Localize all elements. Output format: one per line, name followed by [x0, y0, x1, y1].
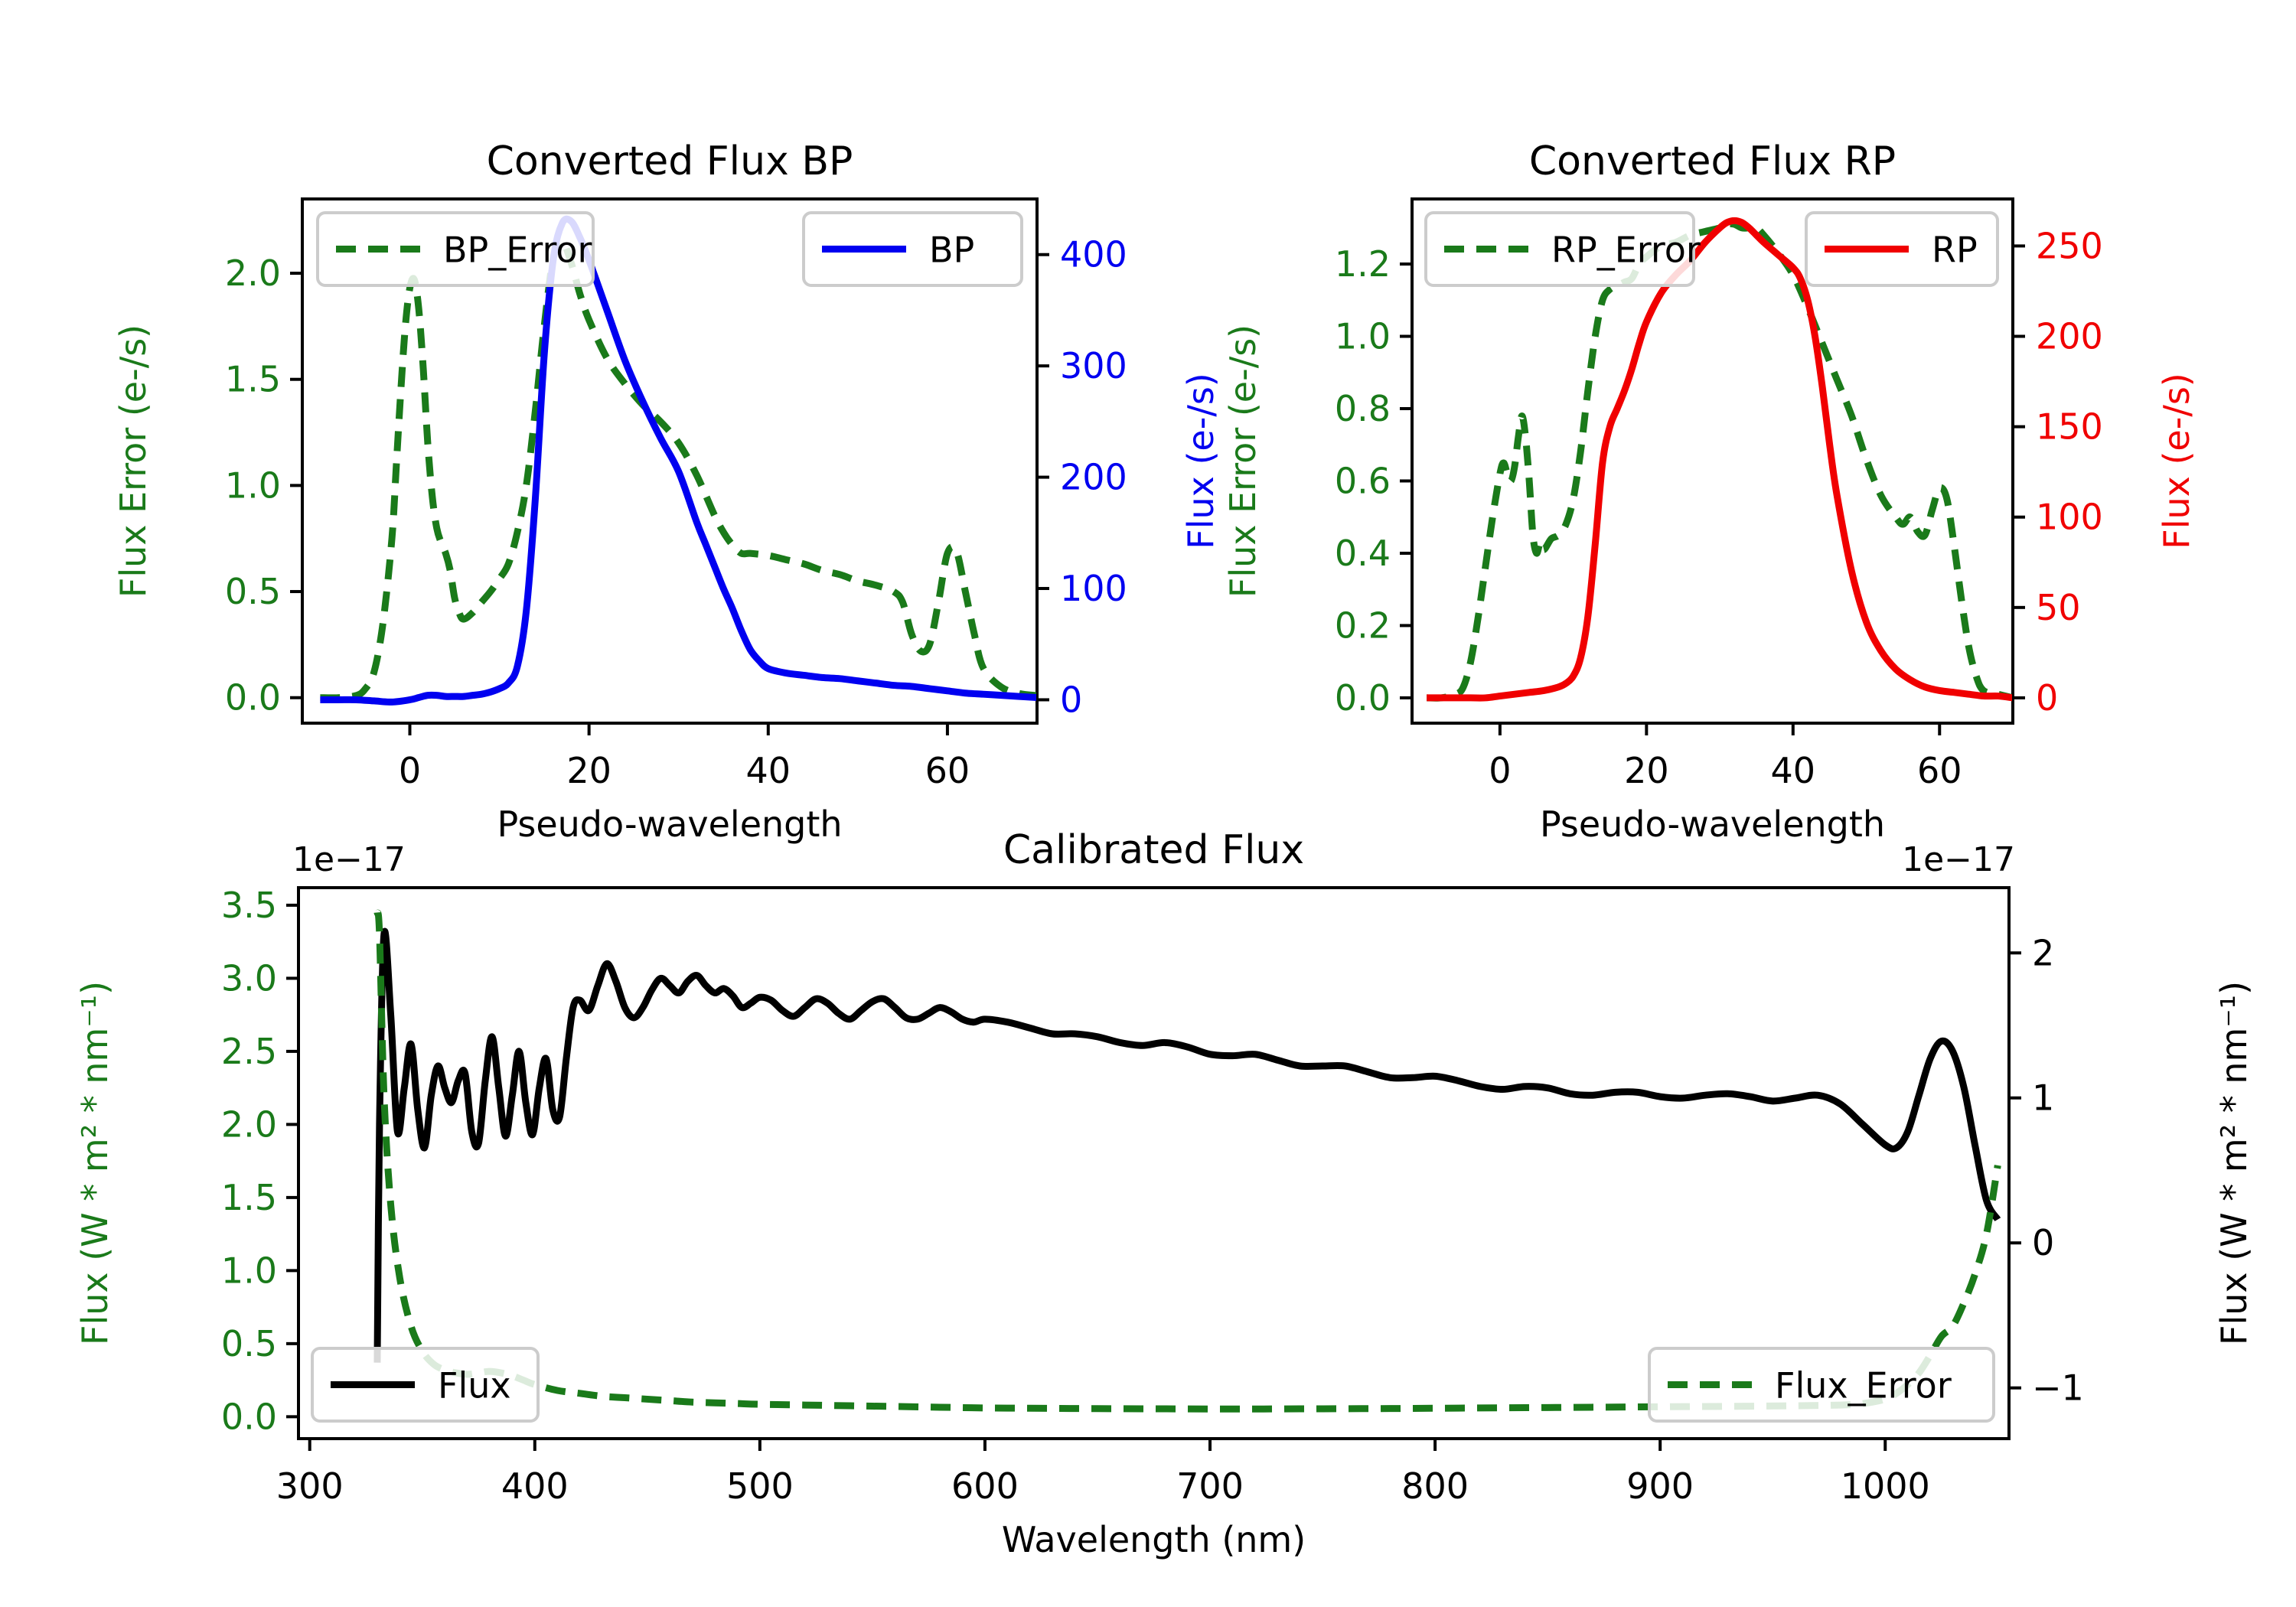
y-tick-label-left: 0.4: [1335, 533, 1391, 574]
y-axis-label-right-converted-flux-rp: Flux (e-/s): [2156, 373, 2197, 549]
plot-frame-calibrated-flux: [297, 886, 2011, 1440]
x-tick-label: 800: [1401, 1465, 1469, 1507]
y-tick-label-right: 200: [2036, 316, 2103, 357]
y-tick-label-left: 1.5: [221, 1177, 277, 1218]
y-tick-label-right: 0: [2036, 677, 2058, 719]
y-tick-label-right: 100: [2036, 497, 2103, 538]
y-tick-label-left: 3.5: [221, 885, 277, 926]
plot-frame-converted-flux-rp: [1411, 197, 2014, 725]
x-tick-label: 40: [1771, 750, 1816, 791]
y-tick-label-left: 0.5: [225, 571, 281, 612]
series-rp_error: [1427, 220, 2012, 702]
y-tick-label-left: 2.5: [221, 1031, 277, 1072]
y-tick-label-left: 0.5: [221, 1323, 277, 1364]
legend-box: [1424, 211, 1695, 287]
y-axis-label-right-converted-flux-bp: Flux (e-/s): [1180, 373, 1221, 549]
y-tick-label-right: 300: [1060, 345, 1127, 386]
y-tick-label-left: 0.8: [1335, 388, 1391, 429]
y-tick-label-right: 0: [2032, 1222, 2054, 1263]
legend-flux: Flux: [311, 1347, 540, 1423]
x-tick-label: 500: [726, 1465, 794, 1507]
y-tick-label-right: −1: [2032, 1367, 2084, 1409]
chart-title-converted-flux-rp: Converted Flux RP: [1529, 139, 1896, 184]
y-tick-label-left: 2.0: [221, 1103, 277, 1145]
y-tick-label-right: 50: [2036, 587, 2081, 628]
y-tick-label-left: 0.0: [221, 1396, 277, 1437]
chart-title-converted-flux-bp: Converted Flux BP: [487, 139, 853, 184]
y-tick-label-right: 2: [2032, 932, 2054, 973]
series-bp: [320, 215, 1036, 706]
x-tick-label: 60: [925, 750, 970, 791]
y-axis-label-right-calibrated-flux: Flux (W * m² * nm⁻¹): [2213, 981, 2255, 1345]
y-tick-label-right: 250: [2036, 225, 2103, 266]
y-tick-label-left: 0.6: [1335, 460, 1391, 501]
y-offset-label-left: 1e−17: [292, 840, 406, 879]
legend-label: BP_Error: [443, 230, 592, 271]
panel-calibrated-flux: Calibrated Flux 300 400 500 600 700 800 900 1000…: [74, 827, 2255, 1560]
x-tick-label: 700: [1176, 1465, 1244, 1507]
series-rp: [1427, 217, 2012, 702]
x-tick-label: 1000: [1841, 1465, 1930, 1507]
legend-bp-error: BP_Error: [316, 211, 595, 287]
x-tick-label: 40: [746, 750, 791, 791]
y-axis-label-left-converted-flux-rp: Flux Error (e-/s): [1222, 324, 1264, 598]
legend-bp: BP: [802, 211, 1023, 287]
y-tick-label-right: 0: [1060, 679, 1082, 720]
y-offset-label-right: 1e−17: [1902, 840, 2015, 879]
y-tick-label-left: 1.0: [1335, 316, 1391, 357]
series-flux: [373, 927, 2001, 1363]
y-tick-label-left: 1.5: [225, 359, 281, 400]
legend-box: [316, 211, 595, 287]
legend-flux-error: Flux_Error: [1648, 1347, 1995, 1423]
y-tick-label-left: 0.0: [1335, 677, 1391, 719]
y-tick-label-left: 2.0: [225, 253, 281, 294]
panel-converted-flux-bp: Converted Flux BP 0 20 40 60 Pseudo-wavelengt…: [113, 139, 1221, 845]
legend-box: [1648, 1347, 1995, 1423]
x-tick-label: 20: [566, 750, 612, 791]
y-tick-label-left: 0.2: [1335, 605, 1391, 646]
x-axis-label-calibrated-flux: Wavelength (nm): [1002, 1519, 1306, 1560]
x-tick-label: 60: [1917, 750, 1962, 791]
x-tick-label: 0: [399, 750, 421, 791]
y-tick-label-left: 1.2: [1335, 243, 1391, 285]
y-tick-label-right: 400: [1060, 234, 1127, 275]
legend-label: Flux: [438, 1365, 511, 1407]
legend-label: RP_Error: [1551, 230, 1701, 271]
legend-rp-error: RP_Error: [1424, 211, 1701, 287]
y-axis-label-left-converted-flux-bp: Flux Error (e-/s): [113, 324, 154, 598]
y-tick-label-right: 100: [1060, 568, 1127, 609]
y-axis-label-left-calibrated-flux: Flux (W * m² * nm⁻¹): [74, 981, 116, 1345]
x-tick-label: 0: [1489, 750, 1511, 791]
x-tick-label: 900: [1626, 1465, 1694, 1507]
legend-rp: RP: [1805, 211, 1999, 287]
y-tick-label-left: 3.0: [221, 957, 277, 999]
legend-box: [311, 1347, 540, 1423]
y-tick-label-left: 0.0: [225, 677, 281, 719]
legend-label: RP: [1932, 230, 1978, 271]
legend-label: Flux_Error: [1775, 1365, 1952, 1407]
x-tick-label: 300: [276, 1465, 344, 1507]
plot-frame-converted-flux-bp: [301, 197, 1039, 725]
x-axis-label-converted-flux-bp: Pseudo-wavelength: [497, 804, 842, 845]
y-tick-label-left: 1.0: [225, 464, 281, 506]
y-tick-label-right: 1: [2032, 1077, 2054, 1119]
y-tick-label-right: 200: [1060, 457, 1127, 498]
x-tick-label: 400: [501, 1465, 569, 1507]
panel-converted-flux-rp: Converted Flux RP 0 20 40 60 Pseudo-wavelengt…: [1222, 139, 2197, 845]
legend-box: [802, 211, 1023, 287]
legend-label: BP: [929, 230, 974, 271]
chart-title-calibrated-flux: Calibrated Flux: [1003, 827, 1304, 873]
x-tick-label: 20: [1624, 750, 1669, 791]
x-axis-label-converted-flux-rp: Pseudo-wavelength: [1540, 804, 1885, 845]
y-tick-label-left: 1.0: [221, 1250, 277, 1291]
y-tick-label-right: 150: [2036, 406, 2103, 448]
x-tick-label: 600: [951, 1465, 1019, 1507]
